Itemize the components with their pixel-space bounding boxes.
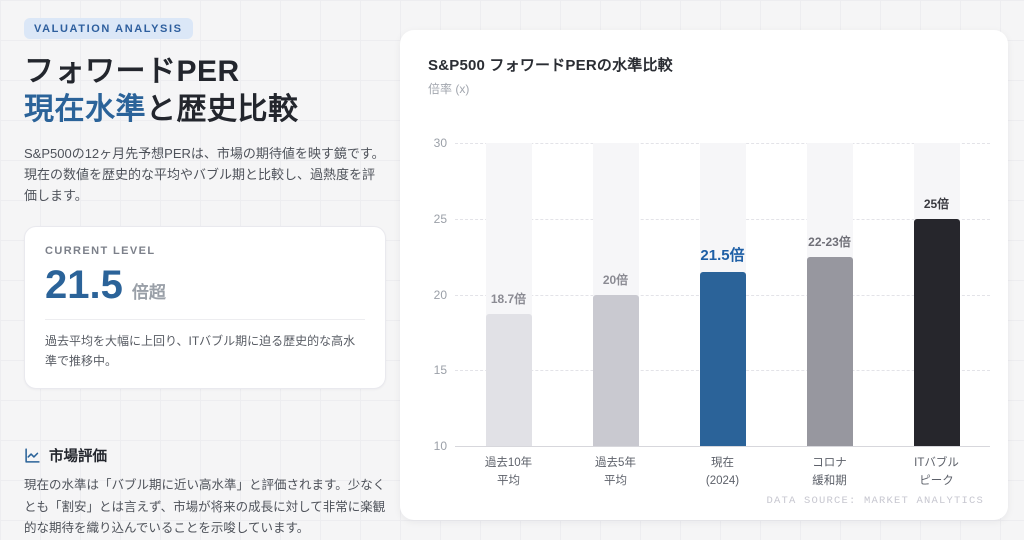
bar-20倍 — [592, 294, 639, 446]
x-axis-label: 現在 (2024) — [705, 457, 740, 487]
divider — [45, 318, 365, 320]
valuation-analysis-badge: VALUATION ANALYSIS — [24, 18, 193, 39]
x-axis-label: コロナ 緩和期 — [812, 457, 847, 487]
x-axis-label: 過去10年 平均 — [484, 457, 533, 487]
bar-18.7倍 — [485, 314, 532, 446]
chart-card: S&P500 フォワードPERの水準比較 倍率 (x) 10 15 20 25 30 18… — [400, 30, 1008, 520]
bar-value-label: 21.5倍 — [700, 246, 745, 264]
current-level-note: 過去平均を大幅に上回り、ITバブル期に迫る歴史的な高水準で推移中。 — [45, 333, 356, 369]
y-tick-label-10: 10 — [433, 439, 447, 453]
bar-22-23倍 — [806, 256, 853, 446]
current-level-value: 21.5 — [45, 262, 123, 307]
left-panel: VALUATION ANALYSIS フォワードPER 現在水準と歴史比較 S&… — [24, 18, 386, 540]
bar-value-label: 22-23倍 — [808, 234, 851, 249]
bar-25倍 — [913, 218, 960, 446]
current-level-label: CURRENT LEVEL — [45, 244, 156, 257]
bar-slot: 21.5倍現在 (2024) — [669, 143, 776, 487]
title-highlight: 現在水準 — [24, 93, 146, 127]
current-level-value-row: 21.5 倍超 — [45, 263, 365, 307]
evaluation-heading-row: 市場評価 — [24, 445, 386, 466]
x-axis-label: 過去5年 平均 — [595, 457, 636, 487]
bar-slot: 18.7倍過去10年 平均 — [455, 143, 562, 487]
bar-slot: 20倍過去5年 平均 — [562, 143, 669, 487]
y-tick-label-15: 15 — [433, 363, 447, 378]
bar-slot: 22-23倍コロナ 緩和期 — [776, 143, 883, 487]
y-tick-label-20: 20 — [433, 287, 447, 302]
title-line1: フォワードPER — [24, 55, 240, 88]
bar-value-label: 20倍 — [602, 272, 629, 287]
chart-unit-label: 倍率 (x) — [428, 82, 470, 96]
bar-chart-plot: 10 15 20 25 30 18.7倍 過去10年 平均 20倍 過去5年 平均 21.5倍 現在 (2… — [434, 136, 990, 487]
data-source: DATA SOURCE: MARKET ANALYTICS — [766, 495, 984, 507]
current-level-card: CURRENT LEVEL 21.5 倍超 過去平均を大幅に上回り、ITバブル期… — [24, 225, 386, 389]
y-tick-label-30: 30 — [433, 136, 447, 150]
bar-value-label: 25倍 — [923, 196, 950, 211]
evaluation-heading: 市場評価 — [49, 448, 107, 465]
chart-title: S&P500 フォワードPERの水準比較 — [428, 57, 673, 74]
evaluation-text: 現在の水準は「バブル期に近い高水準」と評価されます。少なくとも「割安」とは言えず… — [24, 477, 386, 536]
line-chart-icon — [24, 447, 41, 464]
title-line2-rest: と歴史比較 — [146, 93, 299, 127]
market-evaluation-section: 市場評価 現在の水準は「バブル期に近い高水準」と評価されます。少なくとも「割安」… — [24, 445, 386, 540]
page-title: フォワードPER 現在水準と歴史比較 — [24, 53, 386, 130]
x-axis-label: ITバブル ピーク — [914, 457, 959, 487]
intro-text: S&P500の12ヶ月先予想PERは、市場の期待値を映す鏡です。現在の数値を歴史… — [24, 145, 385, 203]
current-level-unit: 倍超 — [131, 282, 166, 302]
bar-slot: 25倍 ITバブル ピーク — [883, 143, 990, 487]
gridline-10 — [455, 446, 990, 447]
bar-21.5倍 — [699, 271, 746, 446]
y-tick-label-25: 25 — [433, 211, 447, 226]
bar-value-label: 18.7倍 — [490, 292, 527, 307]
